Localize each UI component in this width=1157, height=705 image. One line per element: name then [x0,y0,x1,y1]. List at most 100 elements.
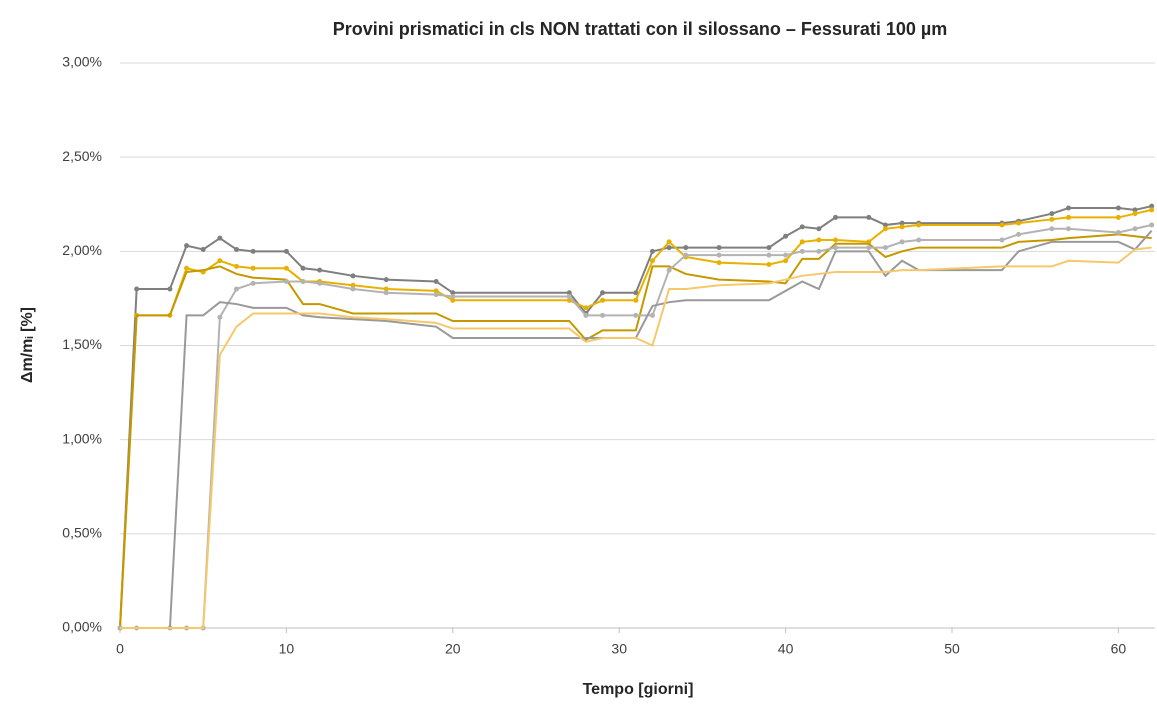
point [233,246,239,252]
point [233,263,239,269]
point [633,297,639,303]
point [799,248,805,254]
x-tick-label: 20 [445,641,461,657]
y-tick-label: 0,50% [62,525,102,541]
point [383,290,389,296]
point [833,245,839,251]
point [666,239,672,245]
point [866,245,872,251]
point [583,312,589,318]
point [433,292,439,298]
point [633,312,639,318]
point [250,280,256,286]
point [916,237,922,243]
point [433,288,439,294]
x-axis-title: Tempo [giorni] [583,681,694,698]
point [450,290,456,296]
point [816,226,822,232]
series-line [120,223,1152,629]
x-tick-label: 0 [116,641,124,657]
point [217,314,223,320]
point [233,286,239,292]
point [1049,216,1055,222]
point [600,312,606,318]
point [184,265,190,271]
point [799,239,805,245]
y-tick-label: 3,00% [62,54,102,70]
point [217,235,223,241]
point [783,258,789,264]
point [450,294,456,300]
point [683,252,689,258]
y-tick-label: 1,50% [62,336,102,352]
point [1065,214,1071,220]
point [816,237,822,243]
point [1016,231,1022,237]
point [300,278,306,284]
point [1149,203,1155,209]
point [882,226,888,232]
point [350,273,356,279]
point [1049,211,1055,217]
point [899,224,905,230]
y-tick-label: 0,00% [62,619,102,635]
x-tick-label: 50 [944,641,960,657]
series-line [120,246,1152,629]
point [999,222,1005,228]
y-axis-title: Δm/mᵢ [%] [19,307,36,383]
point [1065,226,1071,232]
series-line [119,208,1152,629]
point [350,286,356,292]
point [1132,207,1138,213]
point [649,312,655,318]
point [882,222,888,228]
x-tick-label: 40 [778,641,794,657]
point [583,305,589,311]
point [317,280,323,286]
point [1149,207,1155,213]
point [350,282,356,288]
point [783,233,789,239]
point [833,237,839,243]
point [1115,205,1121,211]
point [683,245,689,251]
point [899,220,905,226]
point [217,258,223,264]
point [134,286,140,292]
series-line [120,229,1153,629]
point [283,248,289,254]
y-tick-label: 2,00% [62,242,102,258]
point [1132,226,1138,232]
x-tick-label: 30 [611,641,627,657]
point [1065,205,1071,211]
point [882,245,888,251]
point [1149,222,1155,228]
point [1115,214,1121,220]
chart-title: Provini prismatici in cls NON trattati c… [333,19,948,39]
point [300,265,306,271]
series-line [119,233,1152,629]
point [250,248,256,254]
point [716,245,722,251]
point [766,262,772,268]
point [283,265,289,271]
point [649,248,655,254]
point [999,237,1005,243]
point [600,297,606,303]
y-tick-label: 1,00% [62,430,102,446]
point [1049,226,1055,232]
point [633,290,639,296]
point [716,252,722,258]
y-tick-label: 2,50% [62,148,102,164]
point [1016,220,1022,226]
point [283,278,289,284]
point [766,245,772,251]
point [799,224,805,230]
point [649,258,655,264]
point [383,286,389,292]
point [666,245,672,251]
point [433,278,439,284]
point [816,248,822,254]
point [250,265,256,271]
